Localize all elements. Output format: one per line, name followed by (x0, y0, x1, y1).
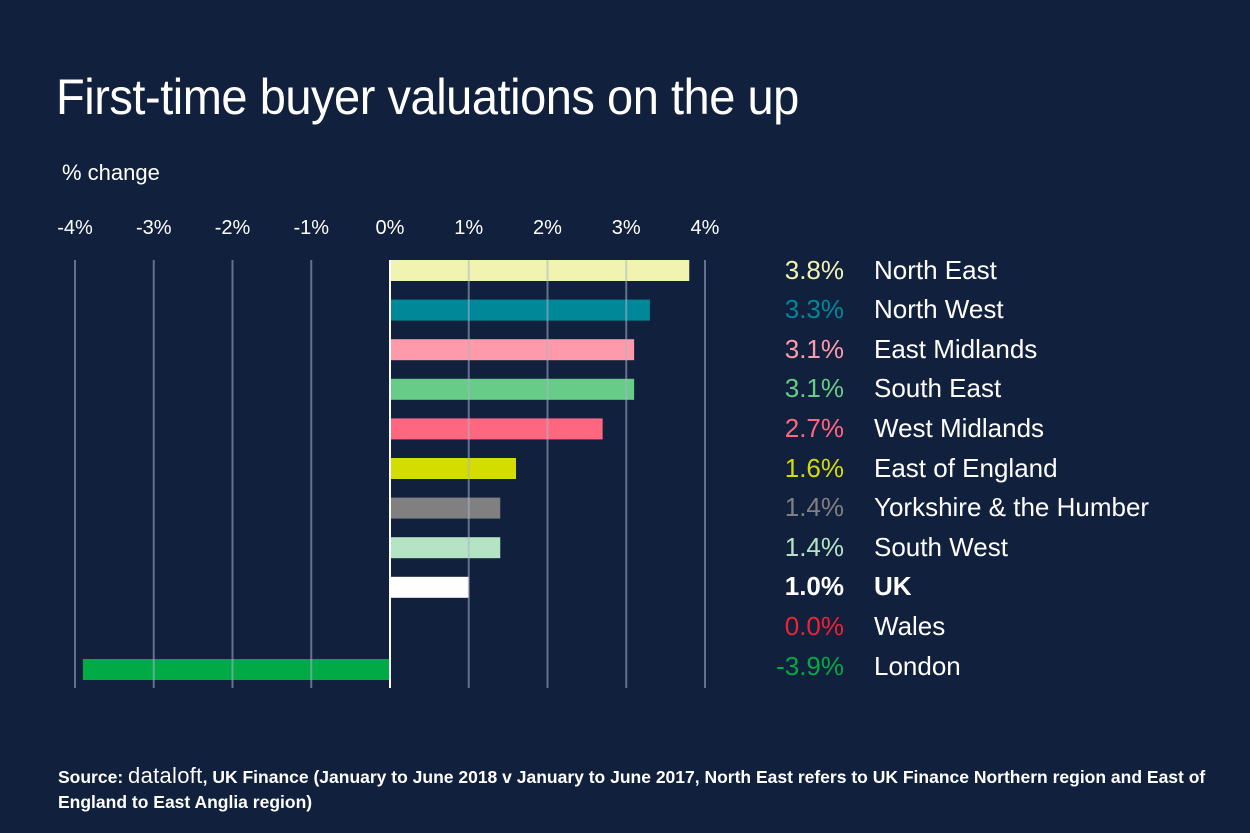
bar (390, 576, 469, 598)
category-label: North East (874, 254, 997, 285)
data-label: 1.0% (784, 571, 844, 602)
chart-title: First-time buyer valuations on the up (56, 69, 799, 125)
legend-item: 1.0% UK (760, 567, 912, 607)
data-label: 1.6% (784, 452, 844, 483)
category-label: London (874, 650, 961, 681)
gridlines (74, 260, 706, 688)
x-tick-label: 1% (454, 217, 483, 239)
legend-item: 2.7% West Midlands (760, 408, 1044, 448)
data-label: 3.1% (784, 333, 844, 364)
bar (82, 659, 390, 680)
category-label: Yorkshire & the Humber (874, 492, 1150, 523)
source-note: Source: dataloft, UK Finance (January to… (58, 763, 1208, 815)
category-label: East Midlands (874, 333, 1038, 364)
dataloft-logo: dataloft (128, 763, 203, 788)
x-tick-label: -3% (136, 217, 172, 239)
x-tick-label: 0% (376, 217, 405, 239)
category-label: North West (874, 294, 1004, 325)
x-tick-label: 3% (612, 217, 641, 239)
source-prefix: Source: (58, 767, 124, 787)
legend-item: 1.4% South West (760, 527, 1008, 567)
bar (390, 378, 635, 400)
bar (390, 497, 501, 519)
data-label: 3.8% (784, 254, 844, 285)
legend-item: 0.0% Wales (760, 606, 946, 646)
data-label: 1.4% (784, 492, 844, 523)
data-label: 3.1% (784, 373, 844, 404)
category-label: West Midlands (874, 412, 1045, 443)
data-label: 0.0% (784, 610, 844, 641)
x-tick-label: -4% (57, 217, 93, 239)
category-label: South West (874, 531, 1008, 562)
x-tick-label: 2% (533, 217, 562, 239)
bar (390, 418, 603, 440)
source-text: , UK Finance (January to June 2018 v Jan… (58, 767, 1206, 812)
x-tick-label: -2% (215, 217, 251, 239)
category-label: East of England (874, 452, 1058, 483)
legend-item: 1.6% East of England (760, 448, 1058, 488)
legend-item: 3.1% East Midlands (760, 329, 1038, 369)
legend-item: 1.4% Yorkshire & the Humber (760, 488, 1149, 528)
legend-item: 3.3% North West (760, 290, 1004, 330)
category-label: UK (874, 571, 912, 602)
data-label: 3.3% (784, 294, 844, 325)
bars (82, 260, 690, 680)
legend-item: 3.1% South East (760, 369, 1001, 409)
bar (390, 299, 650, 321)
bar (390, 260, 690, 281)
x-tick-label: -1% (293, 217, 329, 239)
category-label: Wales (874, 610, 946, 641)
data-label: 2.7% (784, 412, 844, 443)
bar (390, 537, 501, 559)
legend-item: -3.9% London (760, 646, 961, 686)
legend-item: 3.8% North East (760, 250, 997, 290)
x-tick-labels: -4% -3% -2% -1% 0% 1% 2% 3% 4% (57, 217, 719, 239)
data-label: 1.4% (784, 531, 844, 562)
axis-label: % change (62, 160, 160, 185)
category-label: South East (874, 373, 1002, 404)
x-tick-label: 4% (691, 217, 720, 239)
bar (390, 339, 635, 361)
bar (390, 458, 516, 479)
data-label: -3.9% (776, 650, 844, 681)
